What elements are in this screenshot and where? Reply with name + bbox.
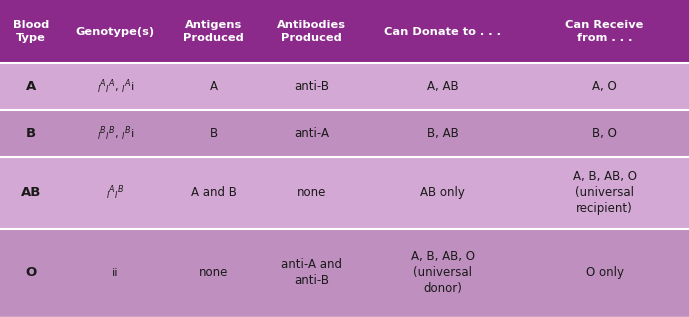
Text: O only: O only [586,266,624,279]
Text: A, B, AB, O
(universal
recipient): A, B, AB, O (universal recipient) [573,171,637,215]
Text: A: A [209,80,218,94]
Text: A, AB: A, AB [427,80,458,94]
Text: Blood
Type: Blood Type [13,21,49,43]
Text: Can Donate to . . .: Can Donate to . . . [384,27,501,37]
Text: A and B: A and B [191,186,236,199]
Text: $_I$$^A$$_I$$^B$: $_I$$^A$$_I$$^B$ [106,184,125,202]
Text: anti-B: anti-B [294,80,329,94]
Text: none: none [199,266,228,279]
Text: AB: AB [21,186,41,199]
Text: anti-A and
anti-B: anti-A and anti-B [281,258,342,287]
Text: B: B [209,127,218,140]
Text: A, O: A, O [593,80,617,94]
Text: B, O: B, O [592,127,617,140]
Bar [0,0,689,63]
Text: A: A [26,80,36,94]
Text: none: none [297,186,327,199]
Bar [0,157,689,229]
Text: $_I$$^A$$_I$$^A$, $_I$$^A$i: $_I$$^A$$_I$$^A$, $_I$$^A$i [96,78,134,96]
Text: A, B, AB, O
(universal
donor): A, B, AB, O (universal donor) [411,250,475,295]
Bar [0,229,689,317]
Text: B, AB: B, AB [426,127,459,140]
Bar [0,110,689,157]
Bar [0,63,689,110]
Text: B: B [26,127,36,140]
Text: ii: ii [112,268,119,278]
Text: $_I$$^B$$_I$$^B$, $_I$$^B$i: $_I$$^B$$_I$$^B$, $_I$$^B$i [96,125,134,143]
Text: AB only: AB only [420,186,465,199]
Text: Can Receive
from . . .: Can Receive from . . . [566,21,644,43]
Text: O: O [25,266,37,279]
Text: Antibodies
Produced: Antibodies Produced [277,21,347,43]
Text: Genotype(s): Genotype(s) [76,27,155,37]
Text: Antigens
Produced: Antigens Produced [183,21,244,43]
Text: anti-A: anti-A [294,127,329,140]
